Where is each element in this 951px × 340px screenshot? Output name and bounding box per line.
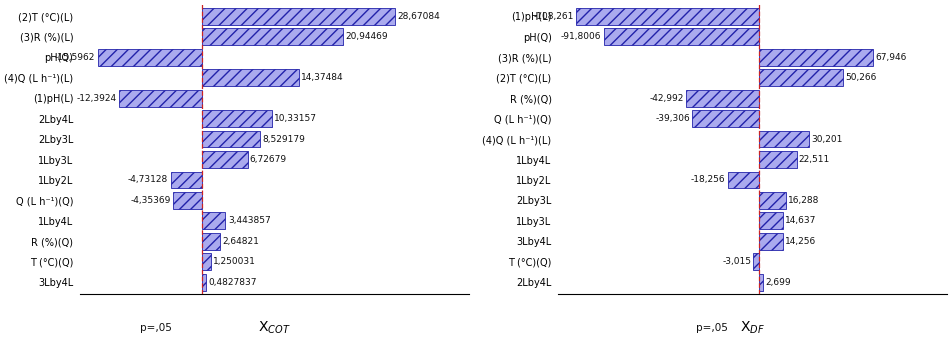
Bar: [692, 110, 759, 127]
Text: 6,72679: 6,72679: [250, 155, 287, 164]
Bar: [604, 29, 759, 45]
Bar: [753, 253, 759, 270]
Text: 67,946: 67,946: [875, 53, 906, 62]
Bar: [759, 151, 797, 168]
Text: -4,73128: -4,73128: [128, 175, 168, 185]
Bar: [728, 172, 759, 188]
Bar: [203, 29, 343, 45]
Text: 2,64821: 2,64821: [223, 237, 260, 246]
Bar: [98, 49, 203, 66]
Bar: [203, 233, 220, 250]
Bar: [203, 69, 299, 86]
Bar: [119, 90, 203, 106]
Bar: [203, 8, 395, 25]
Text: 14,256: 14,256: [785, 237, 816, 246]
Text: 30,201: 30,201: [811, 135, 843, 143]
Bar: [759, 69, 844, 86]
Bar: [759, 49, 873, 66]
Text: 22,511: 22,511: [799, 155, 830, 164]
Text: 2,699: 2,699: [766, 278, 791, 287]
Bar: [203, 131, 260, 148]
Text: 10,33157: 10,33157: [274, 114, 317, 123]
Text: -91,8006: -91,8006: [561, 32, 602, 41]
Text: 20,94469: 20,94469: [345, 32, 388, 41]
Bar: [203, 110, 272, 127]
Bar: [203, 151, 247, 168]
Text: 16,288: 16,288: [788, 196, 820, 205]
Bar: [759, 131, 809, 148]
Bar: [203, 253, 211, 270]
X-axis label: X$_{COT}$: X$_{COT}$: [258, 320, 290, 336]
X-axis label: X$_{DF}$: X$_{DF}$: [740, 320, 765, 336]
Bar: [203, 274, 205, 291]
Bar: [759, 233, 783, 250]
Bar: [173, 192, 203, 209]
Text: 28,67084: 28,67084: [398, 12, 440, 21]
Bar: [759, 192, 786, 209]
Text: -108,261: -108,261: [534, 12, 573, 21]
Text: -15,5962: -15,5962: [55, 53, 95, 62]
Bar: [686, 90, 759, 106]
Text: -3,015: -3,015: [722, 257, 751, 266]
Text: 50,266: 50,266: [845, 73, 877, 82]
Bar: [203, 212, 225, 229]
Text: p=,05: p=,05: [140, 323, 171, 334]
Text: -12,3924: -12,3924: [77, 94, 117, 103]
Bar: [759, 274, 763, 291]
Text: 8,529179: 8,529179: [262, 135, 305, 143]
Text: -18,256: -18,256: [691, 175, 726, 185]
Text: 3,443857: 3,443857: [228, 216, 270, 225]
Text: 1,250031: 1,250031: [213, 257, 256, 266]
Text: -42,992: -42,992: [650, 94, 684, 103]
Text: 14,37484: 14,37484: [301, 73, 344, 82]
Text: -4,35369: -4,35369: [130, 196, 171, 205]
Text: 14,637: 14,637: [786, 216, 817, 225]
Bar: [170, 172, 203, 188]
Text: p=,05: p=,05: [696, 323, 728, 334]
Bar: [576, 8, 759, 25]
Text: 0,4827837: 0,4827837: [208, 278, 257, 287]
Text: -39,306: -39,306: [655, 114, 690, 123]
Bar: [759, 212, 784, 229]
